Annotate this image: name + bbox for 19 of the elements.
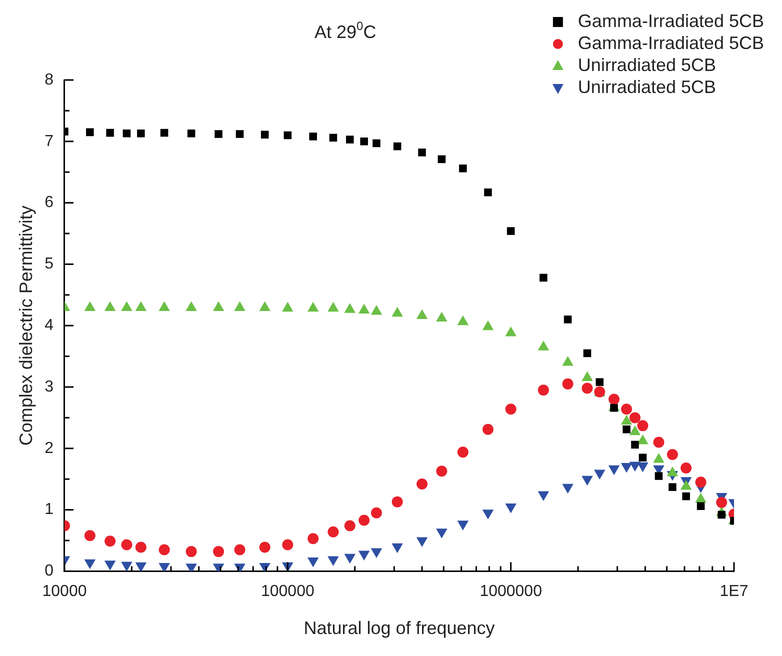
x-tick-label: 100000 (260, 583, 314, 600)
legend-label: Unirradiated 5CB (578, 76, 716, 97)
y-axis-title: Complex dielectric Permittivity (16, 206, 36, 446)
y-tick-label: 6 (44, 194, 54, 212)
y-tick-label: 1 (44, 501, 54, 518)
legend-label: Gamma-Irradiated 5CB (578, 10, 764, 31)
x-tick-label: 10000 (42, 583, 87, 600)
y-tick-label: 5 (44, 256, 54, 273)
y-tick-label: 3 (44, 378, 54, 396)
y-tick-label: 7 (44, 132, 54, 150)
y-tick-label: 2 (44, 440, 54, 457)
y-tick-label: 0 (44, 562, 54, 580)
y-tick-label: 8 (44, 71, 54, 88)
legend-label: Unirradiated 5CB (578, 54, 716, 75)
legend-label: Gamma-Irradiated 5CB (578, 32, 764, 53)
y-tick-label: 4 (44, 317, 54, 334)
x-tick-label: 1000000 (480, 583, 542, 600)
x-axis-title: Natural log of frequency (304, 618, 495, 638)
x-tick-label: 1E7 (720, 583, 748, 600)
